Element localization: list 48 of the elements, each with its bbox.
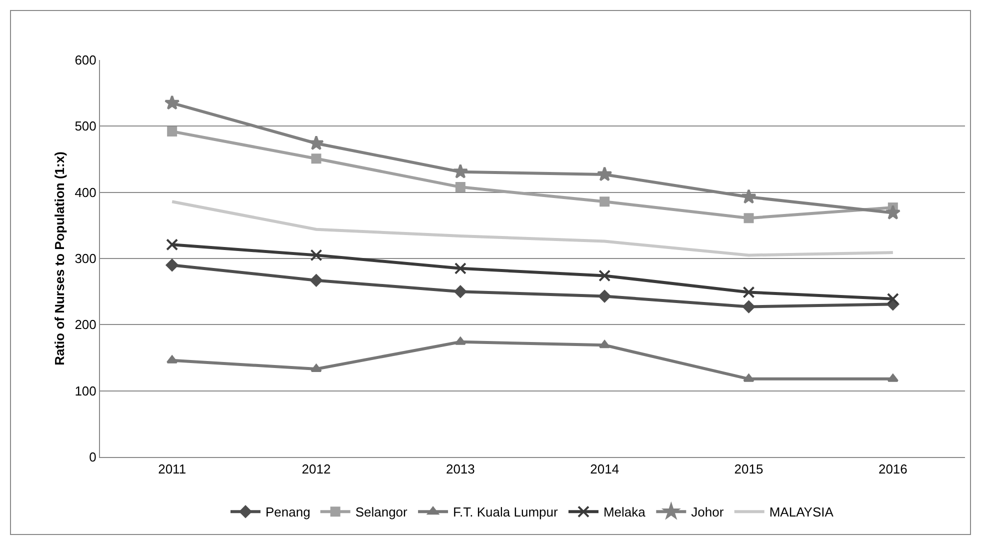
legend-label: Selangor [355,504,408,520]
point [886,292,899,305]
point [744,213,754,224]
y-axis-title: Ratio of Nurses to Population (1:x) [52,152,67,366]
x-tick-label: 2012 [302,462,331,477]
point [311,154,322,164]
y-tick-label: 0 [89,450,96,465]
y-tick-label: 500 [74,118,96,134]
point [310,274,322,287]
x-tick-label: 2016 [878,462,908,477]
point [596,166,612,182]
point [308,135,324,150]
point [743,374,754,382]
y-tick-label: 400 [74,184,96,200]
y-tick-label: 600 [74,52,96,68]
x-tick-label: 2011 [158,462,186,477]
point [454,336,466,345]
point [741,188,756,204]
point [598,270,611,282]
point [166,238,178,251]
point [598,290,611,302]
point [166,355,178,364]
legend-label: F.T. Kuala Lumpur [453,504,558,520]
point [742,286,755,298]
point [454,262,466,274]
point [454,285,467,298]
point [310,249,322,262]
point [598,340,610,348]
legend-label: Melaka [603,504,646,520]
point [452,164,468,178]
legend-label: Penang [266,504,310,520]
line-series [170,200,894,257]
x-tick-label: 2014 [590,462,620,477]
point [600,196,610,207]
y-tick-label: 300 [74,251,96,266]
x-tick-label: 2013 [446,462,475,477]
point [742,300,755,313]
x-tick-label: 2015 [734,462,764,477]
legend-label: MALAYSIA [769,504,834,520]
point [167,126,178,136]
point [455,182,466,192]
point [887,374,899,382]
legend-label: Johor [691,504,724,520]
point [164,95,180,110]
point [166,258,178,272]
y-tick-label: 200 [74,317,96,332]
y-tick-label: 100 [74,383,96,398]
point [885,204,901,220]
